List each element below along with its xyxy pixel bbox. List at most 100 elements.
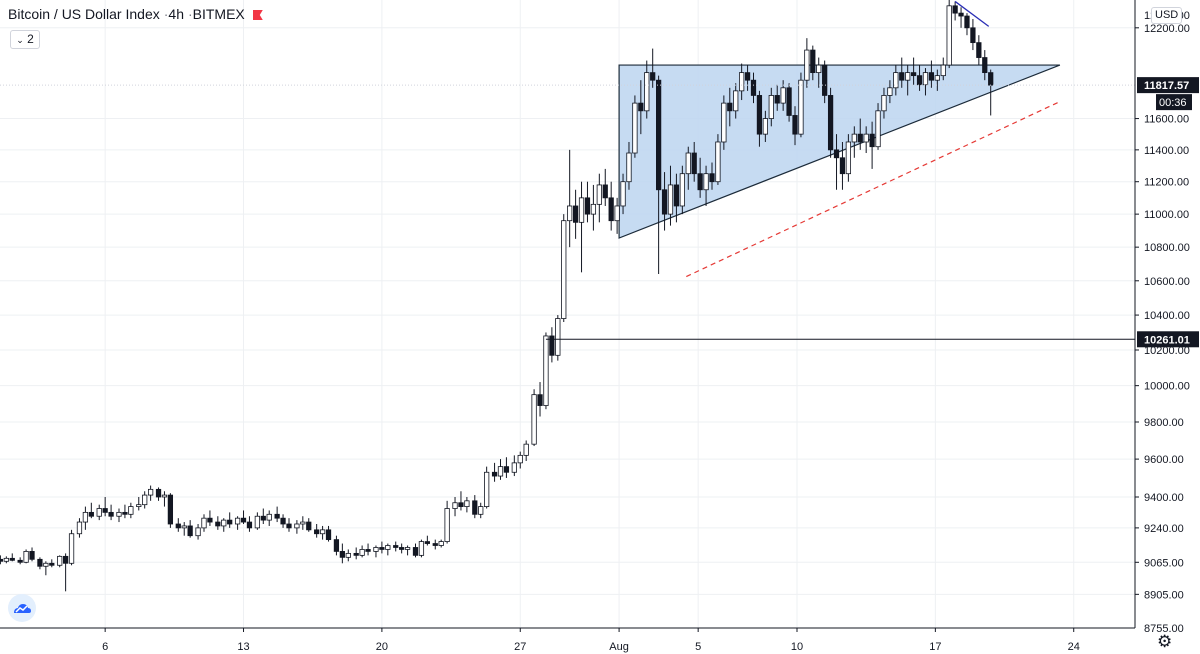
current-price-tag (1137, 77, 1199, 94)
candle-body (215, 521, 221, 527)
candle-body (82, 511, 89, 523)
candle-body (715, 141, 721, 183)
indicator-count: 2 (27, 32, 34, 46)
candle-body (946, 5, 952, 66)
candle-body (905, 72, 911, 81)
candle-body (379, 547, 385, 550)
y-tick-label: 9400.00 (1144, 492, 1184, 504)
candle-body (17, 559, 23, 563)
candle-body (147, 488, 154, 496)
candle-body (614, 205, 620, 222)
candle-body (762, 118, 768, 135)
candle-body (756, 95, 763, 135)
candle-body (23, 551, 29, 563)
candle-body (167, 494, 174, 525)
candle-body (491, 471, 498, 477)
candle-body (750, 79, 757, 96)
candle-body (679, 173, 685, 207)
candle-body (922, 72, 929, 86)
candle-body (418, 541, 425, 556)
candle-body (958, 12, 964, 17)
settings-gear-icon[interactable]: ⚙ (1157, 632, 1173, 651)
candle-body (181, 525, 187, 529)
candle-body (464, 500, 470, 507)
candle-body (697, 173, 703, 191)
interval-label[interactable]: 4h (168, 6, 184, 22)
candle-body (572, 205, 579, 223)
candle-body (567, 205, 573, 222)
candle-body (458, 502, 464, 507)
cloud-chart-icon (14, 604, 31, 613)
candle-body (122, 511, 128, 515)
candle-body (484, 471, 490, 507)
currency-button[interactable]: USD (1151, 7, 1183, 24)
symbol-name[interactable]: Bitcoin / US Dollar Index (8, 6, 160, 22)
candle-body (195, 527, 201, 537)
chevron-down-icon: ⌄ (16, 35, 24, 45)
candle-body (333, 539, 340, 552)
candle-body (673, 184, 680, 207)
candle-body (691, 152, 697, 175)
candle-body (555, 318, 561, 356)
candle-body (452, 502, 458, 509)
candle-body (827, 95, 834, 151)
countdown-value: 00:36 (1159, 97, 1187, 109)
y-tick-label: 11400.00 (1144, 145, 1189, 157)
candle-body (608, 197, 614, 222)
candle-body (744, 72, 751, 81)
candle-body (810, 49, 816, 74)
time-axis-bg (0, 628, 1200, 654)
indicators-toggle-button[interactable]: ⌄ 2 (10, 30, 40, 49)
candle-body (314, 529, 320, 535)
flag-line (954, 0, 990, 27)
candlesticks (0, 0, 994, 592)
candle-body (102, 508, 108, 513)
candle-body (804, 49, 810, 81)
tradingview-logo-icon[interactable] (8, 594, 36, 622)
candle-body (373, 547, 379, 552)
candle-body (940, 64, 946, 77)
candle-body (739, 72, 745, 92)
candle-body (709, 173, 715, 183)
trend-lines (0, 0, 1135, 340)
candle-body (300, 521, 306, 525)
candle-body (602, 184, 608, 199)
ascending-triangle-pattern (618, 64, 1061, 239)
candle-body (240, 517, 247, 523)
candle-body (3, 557, 9, 562)
candle-body (432, 543, 438, 546)
candle-body (393, 545, 399, 548)
candle-body (703, 173, 709, 191)
candle-body (851, 133, 857, 143)
candle-body (88, 511, 94, 517)
candle-body (472, 500, 478, 515)
candle-body (136, 504, 142, 507)
candle-body (845, 141, 852, 175)
candle-body (774, 95, 780, 104)
candle-body (543, 335, 549, 406)
candle-body (964, 15, 970, 29)
x-tick-label: 6 (102, 641, 108, 653)
candle-body (385, 545, 391, 550)
y-tick-label: 9800.00 (1144, 417, 1184, 429)
candle-body (412, 547, 419, 556)
flag-icon[interactable] (252, 10, 263, 20)
candle-body (561, 220, 567, 319)
candle-body (928, 72, 935, 81)
candle-body (638, 102, 644, 112)
candle-body (899, 72, 905, 81)
candle-body (37, 558, 43, 567)
countdown-tag (1156, 94, 1192, 111)
candle-body (246, 521, 253, 529)
level-price-value: 10261.01 (1144, 334, 1190, 346)
candle-body (650, 72, 656, 81)
x-tick-label: 17 (929, 641, 941, 653)
candle-body (833, 149, 840, 159)
candle-body (478, 506, 484, 515)
candle-body (503, 466, 510, 473)
candle-body (76, 521, 83, 535)
candle-body (207, 517, 213, 523)
candle-body (667, 184, 674, 215)
candle-body (523, 443, 529, 456)
